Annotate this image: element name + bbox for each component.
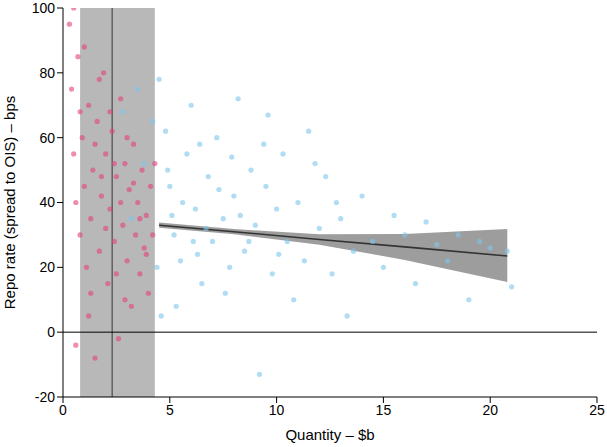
- svg-text:25: 25: [589, 402, 599, 418]
- svg-text:20: 20: [482, 402, 498, 418]
- svg-text:60: 60: [39, 130, 55, 146]
- svg-text:0: 0: [47, 324, 55, 340]
- svg-text:15: 15: [376, 402, 392, 418]
- svg-text:Quantity – $b: Quantity – $b: [285, 426, 374, 443]
- svg-text:-20: -20: [35, 389, 55, 405]
- svg-text:80: 80: [39, 65, 55, 81]
- svg-text:5: 5: [166, 402, 174, 418]
- svg-text:40: 40: [39, 194, 55, 210]
- svg-text:Repo rate (spread to OIS) – bp: Repo rate (spread to OIS) – bps: [8, 96, 18, 309]
- svg-text:10: 10: [269, 402, 285, 418]
- svg-text:100: 100: [32, 0, 56, 16]
- svg-text:0: 0: [59, 402, 67, 418]
- svg-text:20: 20: [39, 259, 55, 275]
